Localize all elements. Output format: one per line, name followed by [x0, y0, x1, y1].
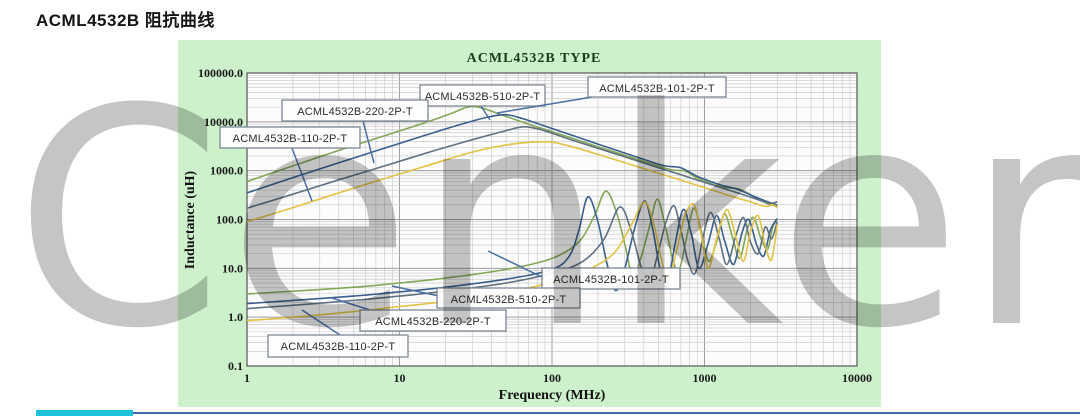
callout-top-510: ACML4532B-510-2P-T — [419, 84, 546, 121]
x-tick: 1 — [244, 371, 250, 385]
callout-box — [359, 309, 507, 332]
callout-box — [436, 287, 581, 309]
callout-leader-line — [391, 285, 440, 297]
series-line-ACML4532B-110-2P-T-upper — [246, 140, 778, 223]
chart-title: ACML4532B TYPE — [467, 51, 602, 66]
callout-bottom-110: ACML4532B-110-2P-T — [267, 309, 409, 358]
footer-accent-bar — [36, 410, 133, 416]
callout-label: ACML4532B-101-2P-T — [599, 83, 715, 95]
callout-label: ACML4532B-101-2P-T — [553, 274, 669, 286]
callout-label: ACML4532B-220-2P-T — [375, 316, 491, 328]
plot-frame — [246, 72, 858, 367]
callout-box — [419, 84, 546, 107]
callout-box — [267, 334, 409, 358]
callout-label: ACML4532B-110-2P-T — [281, 341, 396, 353]
y-axis-ticks: 100000.0 10000.0 1000.0 100.0 10.0 1.0 0… — [198, 66, 243, 373]
x-axis-title: Frequency (MHz) — [499, 388, 606, 403]
chart-panel: ACML4532B TYPE Frequency (MHz) Inductanc… — [178, 40, 881, 407]
x-tick: 10 — [394, 371, 406, 385]
callout-leader-line — [487, 250, 545, 279]
callout-top-101: ACML4532B-101-2P-T — [496, 76, 727, 114]
callout-label: ACML4532B-110-2P-T — [233, 133, 348, 145]
x-axis-ticks: 1 10 100 1000 10000 — [244, 371, 872, 385]
callout-label: ACML4532B-510-2P-T — [425, 91, 541, 103]
callout-box — [219, 126, 361, 149]
callout-leader-line — [496, 96, 593, 114]
y-tick: 10.0 — [222, 261, 243, 275]
callout-bottom-101: ACML4532B-101-2P-T — [487, 250, 681, 290]
callout-leader-line — [480, 105, 491, 121]
callout-bottom-220: ACML4532B-220-2P-T — [331, 297, 507, 332]
callout-leader-line — [291, 147, 313, 202]
y-axis-title: Inductance (uH) — [183, 170, 198, 269]
callout-top-220: ACML4532B-220-2P-T — [281, 99, 429, 164]
y-tick: 10000.0 — [204, 115, 243, 129]
y-tick: 100000.0 — [198, 66, 243, 80]
series-line-ACML4532B-510-2P-T-upper — [246, 113, 778, 207]
x-tick: 1000 — [693, 371, 717, 385]
series-line-ACML4532B-220-2P-T-lower — [246, 205, 779, 310]
y-tick: 1000.0 — [210, 164, 243, 178]
callout-box — [541, 267, 681, 290]
callout-top-110: ACML4532B-110-2P-T — [219, 126, 361, 202]
callout-label: ACML4532B-510-2P-T — [451, 294, 567, 306]
x-tick: 10000 — [842, 371, 872, 385]
footer-divider-line — [36, 412, 1080, 414]
callout-box — [587, 76, 727, 98]
callout-box — [281, 99, 429, 122]
page-title: ACML4532B 阻抗曲线 — [36, 11, 215, 30]
callout-label: ACML4532B-220-2P-T — [297, 106, 413, 118]
y-tick: 0.1 — [228, 359, 243, 373]
series-line-ACML4532B-510-2P-T-lower — [246, 196, 778, 305]
callout-leader-line — [362, 120, 375, 164]
impedance-chart: ACML4532B TYPE Frequency (MHz) Inductanc… — [183, 51, 872, 403]
callout-leader-line — [331, 297, 371, 311]
callout-leader-line — [301, 309, 341, 336]
y-tick: 100.0 — [216, 213, 243, 227]
x-tick: 100 — [543, 371, 561, 385]
series-line-ACML4532B-220-2P-T-upper — [246, 125, 778, 209]
y-tick: 1.0 — [228, 310, 243, 324]
callout-bottom-510: ACML4532B-510-2P-T — [391, 285, 581, 309]
